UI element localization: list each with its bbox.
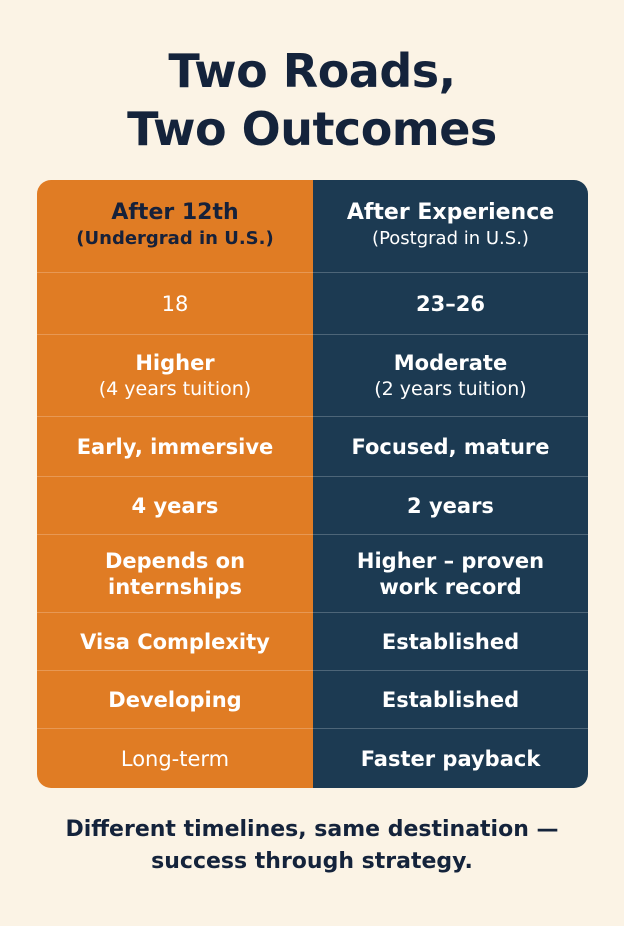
title-line-1: Two Roads, xyxy=(168,44,456,98)
right-experience-value: Focused, mature xyxy=(351,434,550,459)
left-visa-cell: Visa Complexity xyxy=(37,612,313,670)
title-line-2: Two Outcomes xyxy=(127,102,497,156)
left-jobs-cell: Depends on internships xyxy=(37,534,313,612)
right-duration-value: 2 years xyxy=(407,493,494,518)
left-duration-value: 4 years xyxy=(131,493,219,518)
left-age-cell: 18 xyxy=(37,272,313,334)
footer-tagline: Different timelines, same destination — … xyxy=(0,814,624,878)
column-after-experience: After Experience (Postgrad in U.S.) 23–2… xyxy=(313,180,588,788)
left-cost-value: Higher xyxy=(135,350,215,375)
right-cost-value: Moderate xyxy=(393,350,508,375)
right-header-subtitle: (Postgrad in U.S.) xyxy=(372,228,529,249)
right-age-cell: 23–26 xyxy=(313,272,588,334)
right-visa-value: Established xyxy=(381,629,520,654)
right-roi-value: Faster payback xyxy=(360,746,541,771)
left-cost-cell: Higher (4 years tuition) xyxy=(37,334,313,416)
right-cost-cell: Moderate (2 years tuition) xyxy=(313,334,588,416)
right-roi-cell: Faster payback xyxy=(313,728,588,788)
right-network-value: Established xyxy=(381,687,520,712)
left-duration-cell: 4 years xyxy=(37,476,313,534)
right-age-value: 23–26 xyxy=(416,291,485,316)
comparison-table: After 12th (Undergrad in U.S.) 18 Higher… xyxy=(37,180,588,788)
right-jobs-line-1: Higher – proven xyxy=(356,548,545,573)
left-roi-value: Long-term xyxy=(120,746,230,771)
right-header-cell: After Experience (Postgrad in U.S.) xyxy=(313,180,588,272)
left-header-subtitle: (Undergrad in U.S.) xyxy=(76,228,274,249)
right-header-title: After Experience xyxy=(346,200,555,225)
left-experience-cell: Early, immersive xyxy=(37,416,313,476)
left-age-value: 18 xyxy=(161,291,189,316)
left-jobs-line-2: internships xyxy=(108,574,242,599)
left-jobs-line-1: Depends on xyxy=(104,548,246,573)
left-network-cell: Developing xyxy=(37,670,313,728)
right-network-cell: Established xyxy=(313,670,588,728)
right-cost-note: (2 years tuition) xyxy=(374,377,527,400)
right-jobs-line-2: work record xyxy=(379,574,522,599)
right-jobs-cell: Higher – proven work record xyxy=(313,534,588,612)
right-visa-cell: Established xyxy=(313,612,588,670)
left-header-cell: After 12th (Undergrad in U.S.) xyxy=(37,180,313,272)
page-title: Two Roads, Two Outcomes xyxy=(0,42,624,158)
left-roi-cell: Long-term xyxy=(37,728,313,788)
column-after-12th: After 12th (Undergrad in U.S.) 18 Higher… xyxy=(37,180,313,788)
footer-line-1: Different timelines, same destination — xyxy=(65,817,559,842)
left-cost-note: (4 years tuition) xyxy=(98,377,252,400)
footer-line-2: success through strategy. xyxy=(151,849,473,874)
left-network-value: Developing xyxy=(108,687,242,712)
left-experience-value: Early, immersive xyxy=(76,434,274,459)
right-duration-cell: 2 years xyxy=(313,476,588,534)
left-header-title: After 12th xyxy=(111,200,239,225)
right-experience-cell: Focused, mature xyxy=(313,416,588,476)
left-visa-value: Visa Complexity xyxy=(80,629,270,654)
